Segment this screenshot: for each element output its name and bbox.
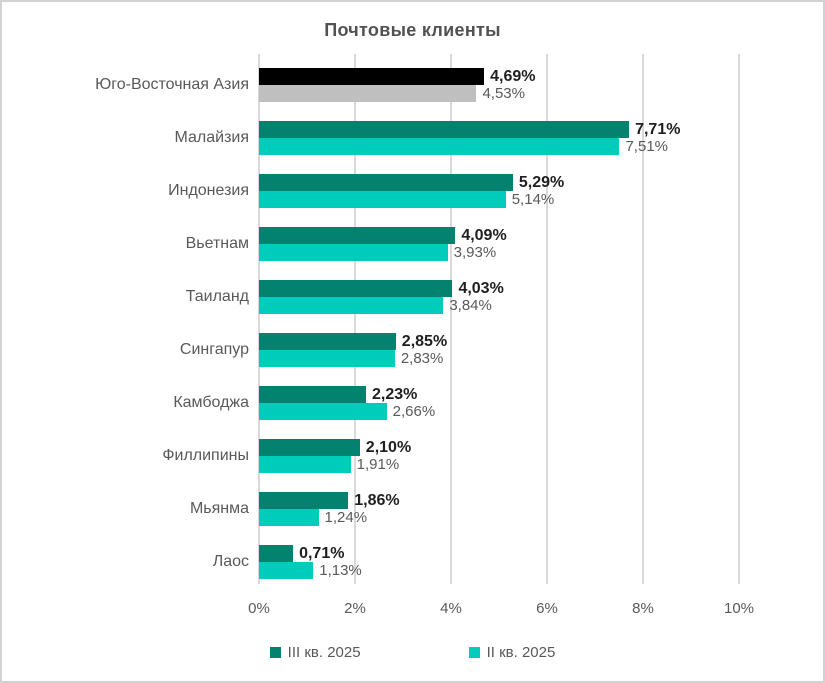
- bar-q3: [259, 386, 367, 403]
- x-axis-label: 2%: [344, 600, 366, 617]
- category-label: Сингапур: [179, 341, 249, 358]
- value-label-q3: 7,71%: [635, 121, 681, 138]
- legend-item-q3: III кв. 2025: [269, 644, 361, 661]
- category-label: Лаос: [212, 553, 249, 570]
- value-label-q3: 4,09%: [461, 227, 507, 244]
- value-label-q3: 2,23%: [372, 386, 418, 403]
- bar-q2: [259, 509, 319, 526]
- value-label-q2: 3,84%: [449, 297, 492, 314]
- category-label: Малайзия: [174, 129, 249, 146]
- value-label-q2: 1,13%: [319, 562, 362, 579]
- value-label-q3: 5,29%: [518, 174, 565, 191]
- legend-swatch-q2: [468, 647, 480, 658]
- value-label-q2: 1,24%: [324, 509, 368, 526]
- x-axis-label: 4%: [440, 600, 462, 617]
- bar-q2: [259, 191, 506, 208]
- legend-item-q2: II кв. 2025: [468, 644, 556, 661]
- bar-q3: [259, 227, 456, 244]
- value-label-q2: 2,83%: [400, 350, 444, 367]
- value-label-q2: 3,93%: [453, 244, 497, 261]
- legend-label: III кв. 2025: [287, 644, 361, 661]
- legend-swatch-q3: [269, 647, 281, 658]
- bar-q3: [259, 333, 396, 350]
- value-label-q2: 1,91%: [356, 456, 400, 473]
- value-label-q3: 0,71%: [299, 545, 345, 562]
- value-label-q3: 2,85%: [401, 333, 448, 350]
- value-label-q3: 2,10%: [365, 439, 412, 456]
- value-label-q2: 2,66%: [392, 403, 436, 420]
- category-label: Вьетнам: [185, 235, 249, 252]
- bar-q2: [259, 297, 444, 314]
- x-axis-label: 8%: [632, 600, 654, 617]
- value-label-q2: 7,51%: [625, 138, 669, 155]
- gridline: [546, 54, 548, 584]
- bar-q3: [259, 174, 513, 191]
- bar-q3: [259, 280, 453, 297]
- category-label: Камбоджа: [173, 394, 249, 411]
- legend: III кв. 2025 II кв. 2025: [2, 644, 823, 661]
- value-label-q3: 4,69%: [490, 68, 536, 85]
- value-label-q3: 1,86%: [354, 492, 400, 509]
- bar-q3: [259, 68, 485, 85]
- bar-q2: [259, 85, 477, 102]
- bar-q3: [259, 439, 360, 456]
- bar-q3: [259, 492, 349, 509]
- x-axis-label: 6%: [536, 600, 558, 617]
- category-label: Таиланд: [185, 288, 249, 305]
- legend-label: II кв. 2025: [486, 644, 556, 661]
- gridline: [258, 54, 260, 584]
- gridline: [450, 54, 452, 584]
- bar-q2: [259, 244, 448, 261]
- bar-q2: [259, 403, 387, 420]
- bar-q2: [259, 138, 620, 155]
- category-label: Мьянма: [189, 500, 249, 517]
- bar-q3: [259, 545, 294, 562]
- category-label: Юго-Восточная Азия: [95, 76, 249, 93]
- chart-title: Почтовые клиенты: [324, 20, 501, 40]
- value-label-q2: 5,14%: [511, 191, 555, 208]
- x-axis-label: 10%: [723, 600, 755, 617]
- bar-q2: [259, 562, 314, 579]
- gridline: [642, 54, 644, 584]
- category-label: Индонезия: [168, 182, 249, 199]
- bar-q3: [259, 121, 630, 138]
- gridline: [354, 54, 356, 584]
- category-label: Филлипины: [162, 447, 249, 464]
- gridline: [738, 54, 740, 584]
- value-label-q3: 4,03%: [458, 280, 504, 297]
- value-label-q2: 4,53%: [482, 85, 525, 102]
- x-axis-label: 0%: [248, 600, 270, 617]
- bar-q2: [259, 456, 351, 473]
- bar-q2: [259, 350, 395, 367]
